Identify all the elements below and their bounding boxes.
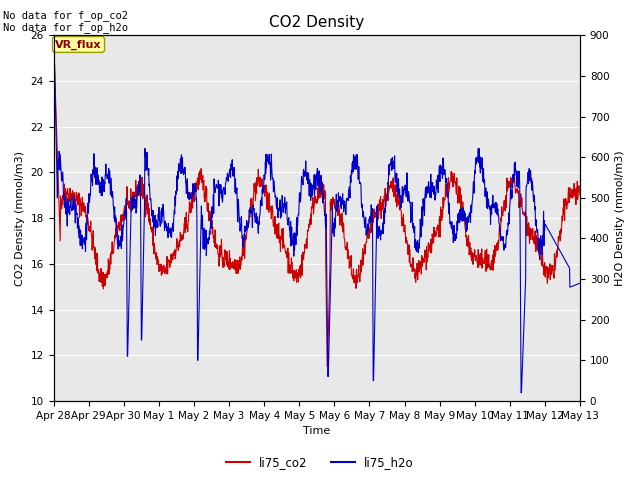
- Text: No data for f_op_co2
No data for f_op_h2o: No data for f_op_co2 No data for f_op_h2…: [3, 10, 128, 33]
- li75_h2o: [517, 390, 525, 396]
- Line: li75_h2o: li75_h2o: [54, 64, 580, 393]
- X-axis label: Time: Time: [303, 426, 330, 436]
- li75_h2o: [576, 280, 584, 286]
- li75_h2o: [51, 61, 58, 67]
- li75_co2: [91, 256, 99, 262]
- li75_co2: [51, 67, 58, 72]
- Legend: li75_co2, li75_h2o: li75_co2, li75_h2o: [221, 452, 419, 474]
- li75_h2o: [50, 203, 58, 209]
- Y-axis label: H2O Density (mmol/m3): H2O Density (mmol/m3): [615, 150, 625, 286]
- li75_co2: [294, 275, 301, 280]
- Title: CO2 Density: CO2 Density: [269, 15, 364, 30]
- li75_h2o: [112, 220, 120, 226]
- li75_co2: [576, 192, 584, 198]
- li75_h2o: [349, 152, 357, 157]
- Text: VR_flux: VR_flux: [55, 39, 102, 49]
- li75_co2: [112, 234, 120, 240]
- Y-axis label: CO2 Density (mmol/m3): CO2 Density (mmol/m3): [15, 151, 25, 286]
- li75_co2: [50, 386, 58, 392]
- Line: li75_co2: li75_co2: [54, 70, 580, 389]
- li75_co2: [284, 270, 292, 276]
- li75_h2o: [284, 218, 292, 224]
- li75_h2o: [273, 195, 281, 201]
- li75_h2o: [91, 175, 99, 180]
- li75_h2o: [294, 222, 301, 228]
- li75_co2: [273, 227, 281, 232]
- li75_co2: [349, 266, 357, 272]
